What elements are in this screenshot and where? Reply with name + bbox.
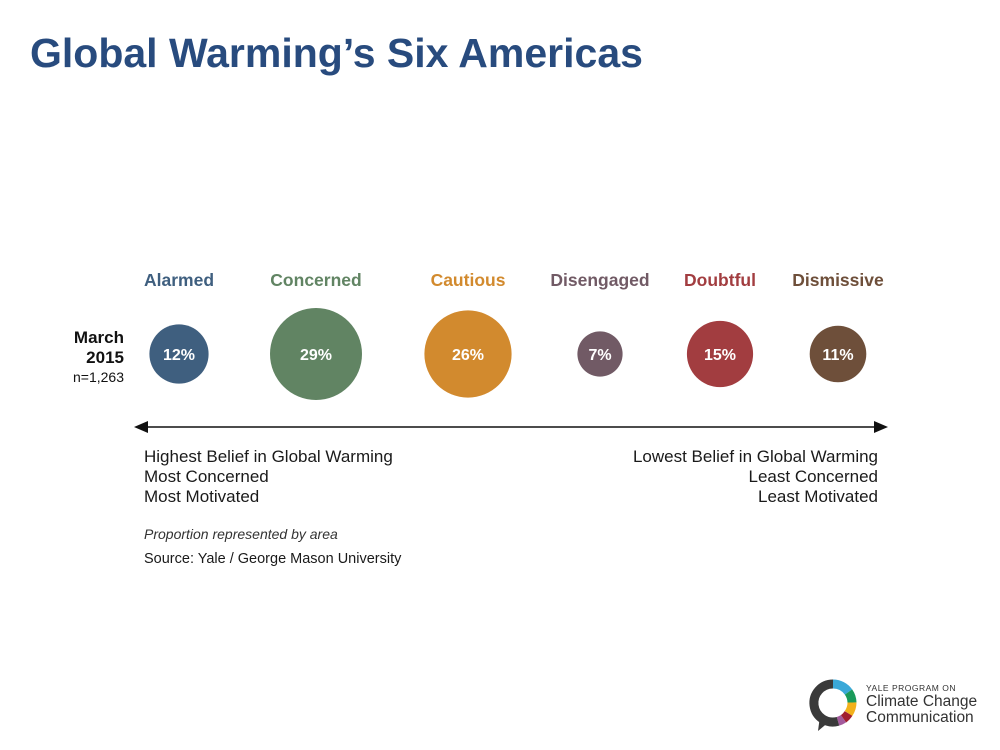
- category-label-cautious: Cautious: [430, 270, 506, 290]
- logo-line-2: Climate Change: [866, 693, 978, 710]
- axis-right-line-3: Least Motivated: [757, 487, 878, 506]
- bubble-value-label: 11%: [822, 347, 853, 364]
- bubble-value-label: 15%: [704, 347, 736, 364]
- axis-right-line-1: Lowest Belief in Global Warming: [632, 447, 878, 466]
- logo-line-3: Communication: [866, 709, 974, 726]
- bubble-dismissive: [809, 325, 867, 383]
- axis-left-line-3: Most Motivated: [144, 487, 260, 506]
- bubble-doubtful: [686, 320, 754, 388]
- category-label-concerned: Concerned: [270, 270, 362, 290]
- category-label-doubtful: Doubtful: [684, 270, 756, 290]
- period-label: March 2015 n=1,263: [60, 328, 124, 386]
- belief-axis-arrow: [134, 421, 888, 433]
- axis-left-text: Highest Belief in Global Warming Most Co…: [144, 447, 393, 507]
- axis-left-line-2: Most Concerned: [144, 467, 269, 486]
- bubble-value-label: 26%: [452, 347, 484, 364]
- bubble-value-label: 7%: [588, 347, 611, 364]
- bubble-value-label: 12%: [163, 347, 195, 364]
- bubble-disengaged: [577, 331, 623, 377]
- source-text: Source: Yale / George Mason University: [144, 551, 402, 567]
- bubble-concerned: [270, 308, 362, 400]
- slide-title: Global Warming’s Six Americas: [30, 30, 643, 76]
- area-note: Proportion represented by area: [144, 526, 338, 542]
- right-arrowhead: [874, 421, 888, 433]
- bubble-cautious: [424, 310, 512, 398]
- axis-right-line-2: Least Concerned: [748, 467, 878, 486]
- sample-size: n=1,263: [73, 369, 124, 385]
- category-label-dismissive: Dismissive: [792, 270, 884, 290]
- bubble-value-label: 29%: [300, 347, 332, 364]
- bubble-alarmed: [149, 324, 209, 384]
- axis-right-text: Lowest Belief in Global Warming Least Co…: [633, 447, 878, 507]
- axis-left-line-1: Highest Belief in Global Warming: [144, 447, 393, 466]
- period-year: 2015: [86, 348, 124, 367]
- left-arrowhead: [134, 421, 148, 433]
- ycc-logo-text: YALE PROGRAM ON Climate Change Communica…: [866, 683, 977, 726]
- category-label-alarmed: Alarmed: [143, 270, 215, 290]
- period-month: March: [73, 328, 124, 347]
- ycc-logo-icon: [809, 679, 857, 731]
- category-label-disengaged: Disengaged: [550, 270, 650, 290]
- logo-line-1: YALE PROGRAM ON: [866, 683, 956, 693]
